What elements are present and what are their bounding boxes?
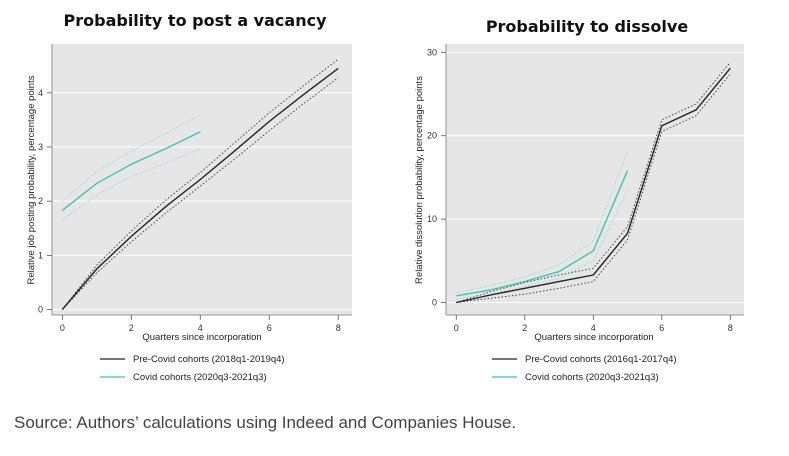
- y-tick-label: 0: [38, 305, 43, 315]
- y-tick-label: 3: [38, 142, 43, 152]
- ci-upper-line: [456, 151, 628, 293]
- x-tick-label: 2: [129, 323, 134, 333]
- y-tick-label: 10: [427, 214, 437, 224]
- series-line: [456, 170, 629, 297]
- y-axis: 0 10 20 30: [427, 44, 447, 315]
- legend-label-pre: Pre-Covid cohorts (2018q1-2019q4): [133, 354, 285, 365]
- y-tick-label: 2: [38, 196, 43, 206]
- y-tick-label: 20: [427, 131, 437, 141]
- y-axis-label: Relative dissolution probability, percen…: [414, 76, 425, 284]
- x-tick-label: 2: [522, 323, 527, 333]
- grid: [446, 51, 744, 303]
- series-line: [61, 131, 201, 211]
- chart-title: Probability to post a vacancy: [64, 11, 328, 30]
- x-axis: 0 2 4 6 8: [52, 314, 352, 333]
- y-axis-label: Relative job posting probability, percen…: [26, 75, 37, 284]
- x-axis-label: Quarters since incorporation: [142, 332, 261, 343]
- series-line: [61, 67, 339, 311]
- chart-panel-dissolve: Probability to dissolve 0 10 20 30 0 2 4 6 8 Re…: [414, 17, 744, 383]
- series-line: [456, 67, 731, 304]
- x-tick-label: 6: [267, 323, 272, 333]
- y-tick-label: 0: [432, 297, 437, 307]
- confidence-bands: [456, 62, 731, 303]
- chart-panel-vacancy: Probability to post a vacancy 0 1 2 3 4 0 2 4 6…: [26, 11, 352, 383]
- x-tick-label: 4: [591, 323, 596, 333]
- ci-upper-line: [456, 62, 731, 303]
- x-tick-label: 6: [659, 323, 664, 333]
- series-lines: [456, 67, 731, 304]
- y-tick-label: 4: [38, 88, 43, 98]
- ci-upper-line: [61, 58, 339, 310]
- legend: Pre-Covid cohorts (2018q1-2019q4) Covid …: [100, 354, 285, 383]
- x-tick-label: 0: [454, 323, 459, 333]
- y-tick-label: 30: [427, 47, 437, 57]
- legend-label-covid: Covid cohorts (2020q3-2021q3): [525, 372, 659, 383]
- x-tick-label: 8: [336, 323, 341, 333]
- x-tick-label: 8: [728, 323, 733, 333]
- chart-title: Probability to dissolve: [486, 17, 689, 36]
- plot-area: [52, 44, 352, 315]
- plot-area: [446, 44, 744, 315]
- ci-lower-line: [62, 148, 201, 221]
- figure: Probability to post a vacancy 0 1 2 3 4 0 2 4 6…: [26, 11, 744, 383]
- x-tick-label: 0: [60, 323, 65, 333]
- source-note: Source: Authors’ calculations using Inde…: [14, 413, 517, 432]
- y-axis: 0 1 2 3 4: [38, 44, 53, 315]
- x-tick-label: 4: [198, 323, 203, 333]
- legend-label-covid: Covid cohorts (2020q3-2021q3): [133, 372, 267, 383]
- ci-upper-line: [62, 114, 201, 202]
- ci-lower-line: [456, 189, 628, 300]
- legend-label-pre: Pre-Covid cohorts (2016q1-2017q4): [525, 354, 677, 365]
- confidence-bands: [61, 58, 339, 310]
- ci-lower-line: [61, 77, 339, 310]
- y-tick-label: 1: [38, 250, 43, 260]
- legend: Pre-Covid cohorts (2016q1-2017q4) Covid …: [492, 354, 677, 383]
- x-axis-label: Quarters since incorporation: [534, 332, 653, 343]
- grid: [52, 92, 352, 311]
- x-axis: 0 2 4 6 8: [446, 314, 744, 333]
- ci-lower-line: [456, 73, 731, 303]
- series-lines: [61, 67, 339, 311]
